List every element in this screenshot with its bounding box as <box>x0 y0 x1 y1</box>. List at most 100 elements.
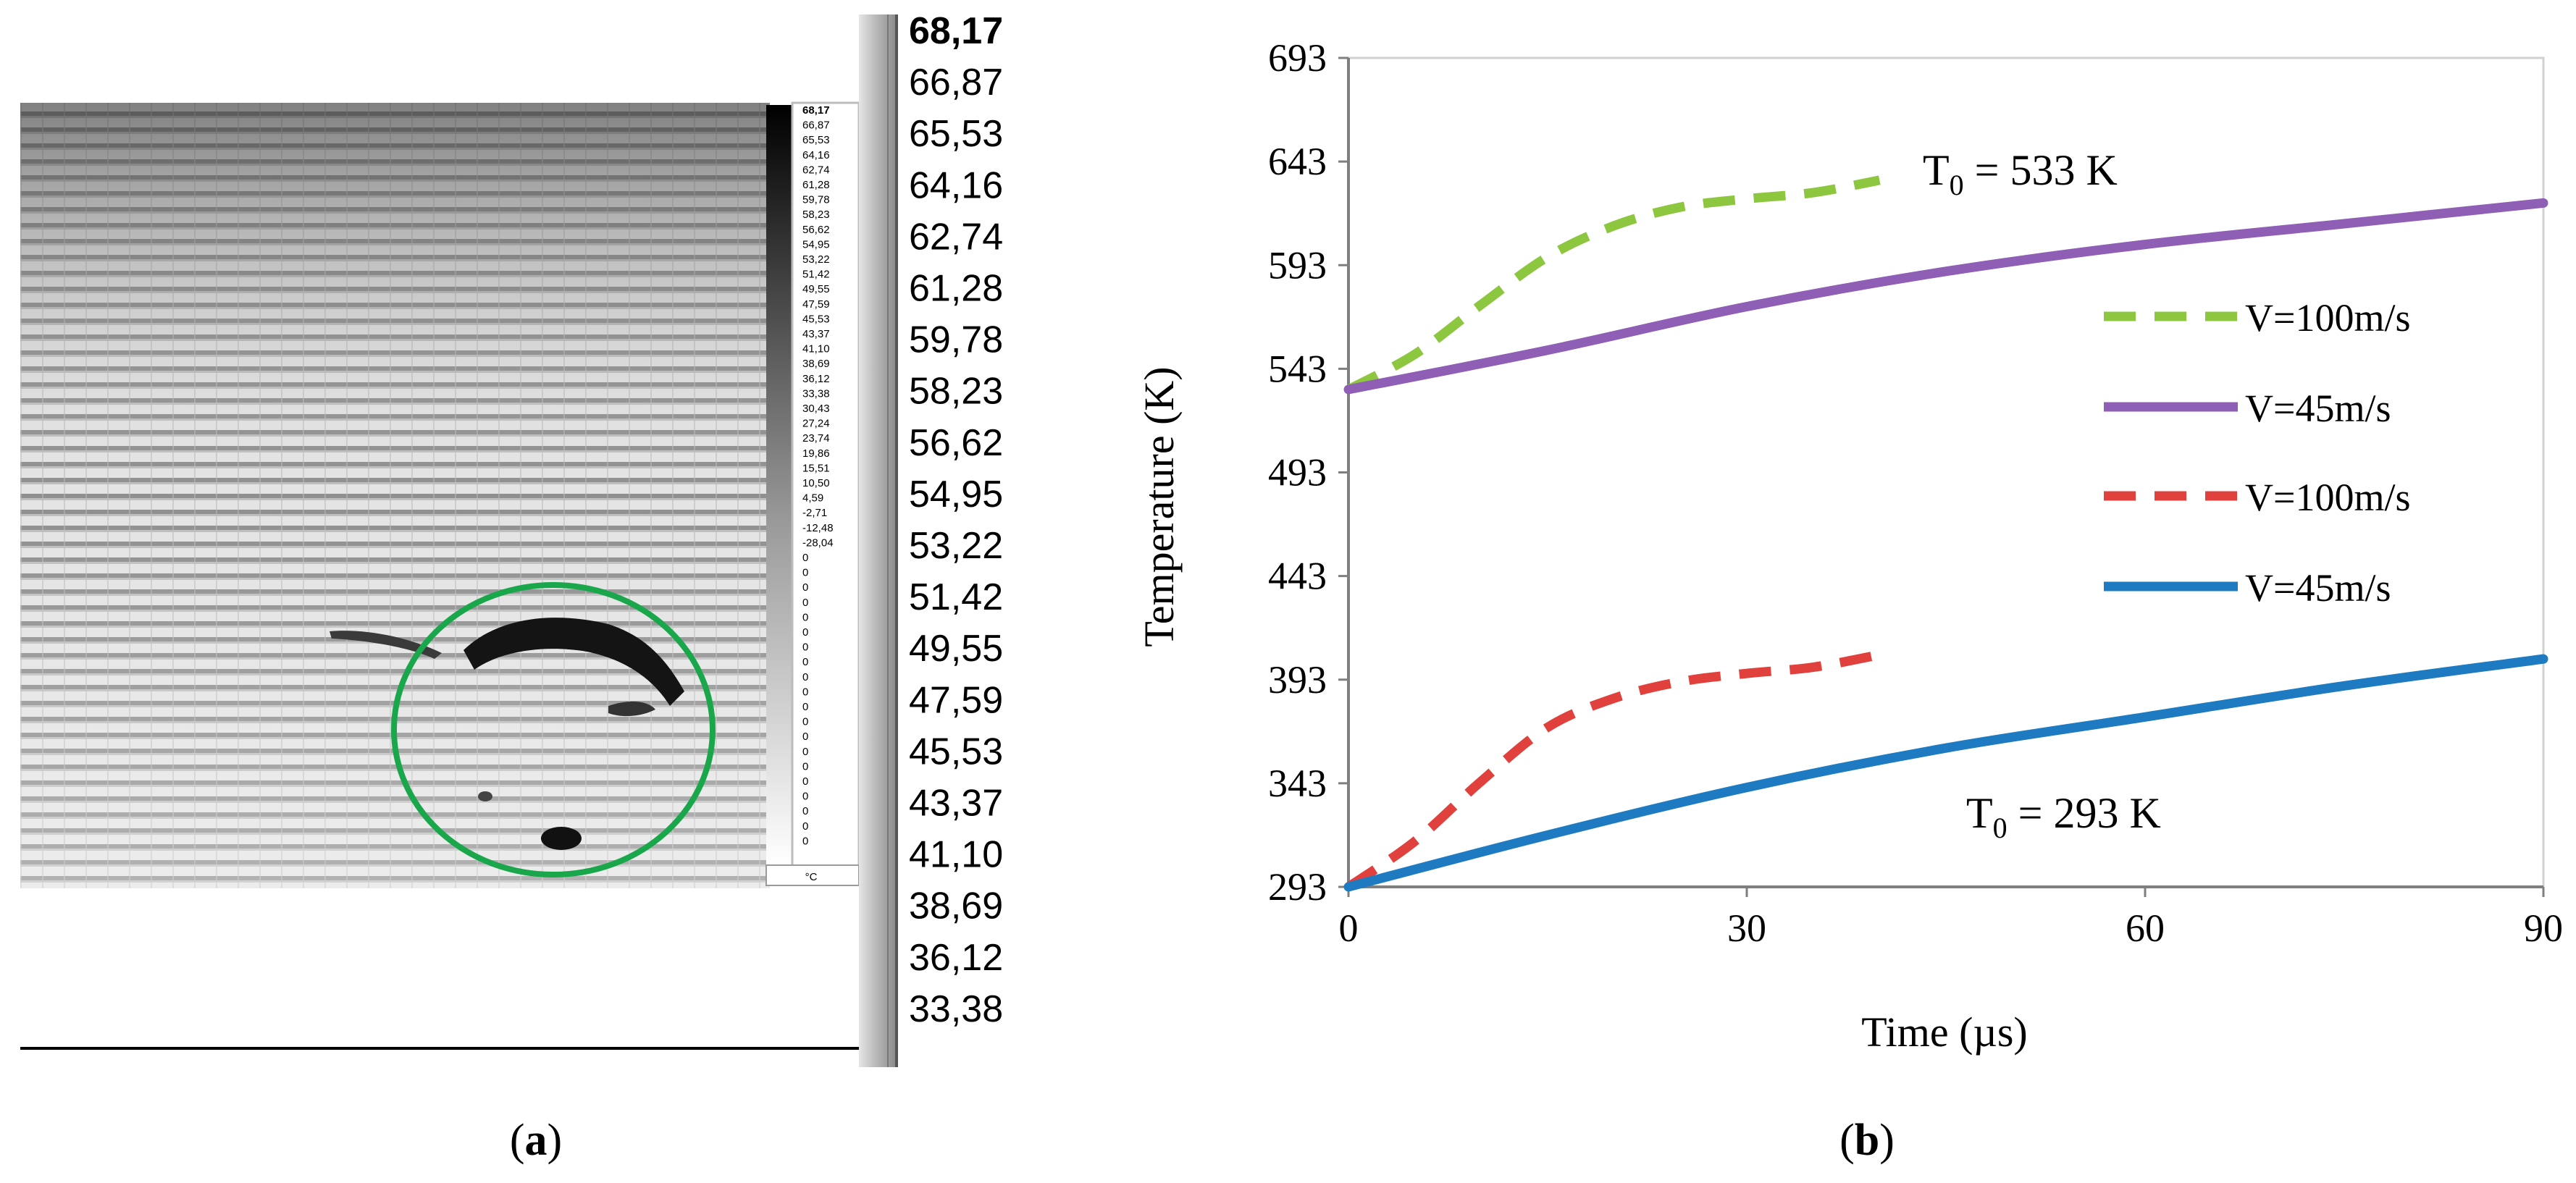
embedded-scale-label: 64,16 <box>802 149 830 161</box>
highlight-circle <box>391 582 716 877</box>
scale-bar-label: 41,10 <box>909 834 1003 876</box>
embedded-scale-label: 51,42 <box>802 269 830 281</box>
embedded-scale-label: -2,71 <box>802 507 827 519</box>
scale-bar-label: 33,38 <box>909 988 1003 1030</box>
embedded-scale-label: 58,23 <box>802 209 830 221</box>
embedded-scale-label: 0 <box>802 701 808 713</box>
y-tick-label: 593 <box>1268 243 1327 287</box>
y-tick-label: 493 <box>1268 451 1327 494</box>
scale-bar-label: 58,23 <box>909 371 1003 413</box>
embedded-scale-label: 0 <box>802 805 808 817</box>
scale-bar-label: 36,12 <box>909 937 1003 979</box>
scale-bar-label: 65,53 <box>909 113 1003 155</box>
embedded-scale-label: 53,22 <box>802 253 830 266</box>
embedded-scale-label: -12,48 <box>802 522 834 534</box>
panel-a-caption: (a) <box>510 1116 562 1165</box>
embedded-scale-label: 54,95 <box>802 238 830 251</box>
embedded-scale-label: 0 <box>802 820 808 833</box>
embedded-scale-label: 33,38 <box>802 387 830 400</box>
embedded-scale-label: -28,04 <box>802 536 834 549</box>
embedded-scale-label: 15,51 <box>802 462 830 474</box>
embedded-scale-label: 49,55 <box>802 283 830 295</box>
scale-bar-label: 38,69 <box>909 885 1003 927</box>
scale-bar-label: 61,28 <box>909 268 1003 310</box>
embedded-scale-label: 0 <box>802 731 808 743</box>
embedded-scale-label: 0 <box>802 671 808 683</box>
legend-label: V=100m/s <box>2245 296 2410 340</box>
legend-label: V=45m/s <box>2245 387 2391 430</box>
embedded-scale-label: 0 <box>802 716 808 728</box>
embedded-scale-label: 66,87 <box>802 119 830 132</box>
embedded-scale-label: 68,17 <box>802 104 830 117</box>
y-tick-label: 293 <box>1268 865 1327 909</box>
scale-bar-label: 47,59 <box>909 679 1003 721</box>
scale-bar-label: 49,55 <box>909 628 1003 670</box>
scale-bar-label: 64,16 <box>909 164 1003 206</box>
x-tick-label: 60 <box>2126 906 2165 950</box>
embedded-scale-label: 0 <box>802 581 808 594</box>
embedded-scale-label: 30,43 <box>802 403 830 415</box>
embedded-scale-label: 38,69 <box>802 358 830 370</box>
scale-bar-label: 59,78 <box>909 319 1003 361</box>
embedded-scale-label: 0 <box>802 760 808 772</box>
embedded-scale-label: 41,10 <box>802 343 830 355</box>
embedded-scale-label: 0 <box>802 611 808 623</box>
embedded-scale-label: 0 <box>802 835 808 847</box>
embedded-scale-label: 19,86 <box>802 447 830 460</box>
scale-bar-labels: 68,17 66,87 65,53 64,16 62,74 61,28 59,78 58,23… <box>909 10 1003 1030</box>
embedded-scale-label: 27,24 <box>802 418 830 430</box>
y-tick-label: 543 <box>1268 347 1327 390</box>
hot-spot-right <box>608 701 655 717</box>
hot-spot-bottom <box>541 827 582 850</box>
embedded-scale-label: 62,74 <box>802 164 830 176</box>
scale-bar-label: 56,62 <box>909 422 1003 464</box>
panel-b-caption: (b) <box>1839 1116 1895 1165</box>
y-tick-label: 343 <box>1268 762 1327 805</box>
x-axis-title: Time (µs) <box>1861 1009 2027 1056</box>
embedded-scale-label: 23,74 <box>802 432 830 445</box>
hot-spot-left-dot <box>478 791 492 801</box>
series-line-1 <box>1346 175 1881 394</box>
y-tick-label: 693 <box>1268 36 1327 80</box>
embedded-scale-label: 0 <box>802 597 808 609</box>
legend-label: V=100m/s <box>2245 476 2410 519</box>
embedded-color-bar <box>766 105 792 865</box>
panel-b-temperature-chart: 0 30 60 90 293 343 393 443 493 543 593 643 693 Time… <box>1136 36 2563 1165</box>
annotation-t0-533: T0 = 533 K <box>1923 146 2118 201</box>
embedded-scale-label: 0 <box>802 552 808 564</box>
embedded-scale-label: 65,53 <box>802 134 830 146</box>
embedded-scale-label: 47,59 <box>802 298 830 311</box>
embedded-scale-label: 0 <box>802 775 808 788</box>
legend-label: V=45m/s <box>2245 566 2391 610</box>
scale-bar-label: 66,87 <box>909 62 1003 104</box>
embedded-scale-label: 36,12 <box>802 373 830 385</box>
y-tick-label: 443 <box>1268 555 1327 598</box>
embedded-scale-label: 43,37 <box>802 328 830 340</box>
embedded-scale-label: 10,50 <box>802 477 830 489</box>
scale-bar-label: 45,53 <box>909 731 1003 772</box>
embedded-scale-label: 0 <box>802 746 808 758</box>
embedded-scale-label: 45,53 <box>802 313 830 325</box>
embedded-scale-label: 0 <box>802 791 808 803</box>
y-axis-ticks: 293 343 393 443 493 543 593 643 693 <box>1268 36 1348 909</box>
embedded-scale-label: 61,28 <box>802 179 830 191</box>
series-line-2 <box>1343 198 2548 395</box>
embedded-scale-label: 0 <box>802 626 808 639</box>
series-line-4 <box>1343 654 2548 892</box>
embedded-scale-label: 0 <box>802 656 808 668</box>
embedded-scale-labels: 68,17 66,87 65,53 64,16 62,74 61,28 59,78 58,23… <box>802 104 834 847</box>
y-axis-title: Temperature (K) <box>1136 366 1183 647</box>
x-tick-label: 30 <box>1727 906 1766 950</box>
hot-spot-streak <box>330 631 442 659</box>
thermal-image-shading <box>20 103 770 888</box>
scale-bar-label: 54,95 <box>909 473 1003 515</box>
embedded-unit-box <box>765 864 860 886</box>
series-lines <box>1343 175 2548 892</box>
x-tick-label: 0 <box>1339 906 1359 950</box>
embedded-unit-label: °C <box>805 871 818 883</box>
embedded-scale-label: 0 <box>802 686 808 698</box>
scale-bar-label: 53,22 <box>909 525 1003 567</box>
embedded-scale-label: 0 <box>802 641 808 654</box>
scale-bar-label: 68,17 <box>909 10 1003 52</box>
